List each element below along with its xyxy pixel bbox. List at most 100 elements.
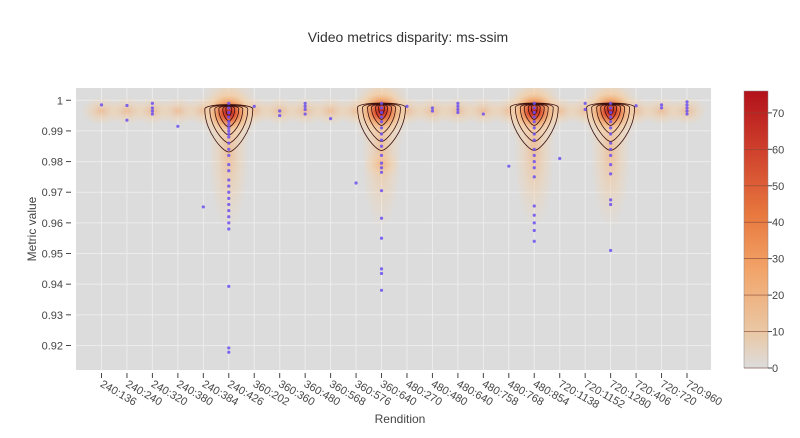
data-points: [99, 100, 689, 354]
colorbar-tick-label: 50: [772, 181, 784, 193]
data-point: [227, 346, 231, 350]
data-point: [278, 109, 282, 113]
data-point: [609, 141, 613, 145]
y-tick-label: 0.95: [42, 249, 63, 261]
data-point: [685, 100, 689, 104]
data-point: [379, 166, 384, 170]
data-point: [227, 163, 231, 167]
x-axis-ticks: 240:136240:240240:320240:380240:384240:4…: [98, 373, 724, 412]
y-axis-ticks: 0.92 0.93 0.94 0.95 0.96 0.97 0.98 0.99 1: [42, 95, 71, 352]
data-point: [303, 112, 307, 116]
data-point: [532, 115, 536, 119]
data-point: [609, 147, 613, 151]
data-point: [609, 110, 613, 115]
data-point: [379, 153, 384, 158]
data-point: [329, 117, 333, 121]
data-point: [609, 120, 613, 124]
data-point: [609, 248, 613, 253]
x-axis-title: Rendition: [375, 412, 426, 426]
data-point: [227, 190, 231, 194]
data-point: [685, 106, 689, 110]
data-point: [532, 110, 536, 115]
data-point: [583, 107, 587, 112]
chart-title: Video metrics disparity: ms-ssim: [308, 29, 508, 45]
data-point: [379, 236, 384, 240]
y-tick-label: 0.92: [42, 340, 63, 352]
data-point: [227, 284, 231, 288]
data-point: [227, 141, 231, 145]
data-point: [634, 104, 638, 108]
data-point: [379, 216, 384, 220]
data-point: [609, 202, 613, 207]
data-point: [227, 126, 231, 130]
colorbar-tick-label: 40: [772, 217, 784, 229]
data-point: [609, 126, 613, 130]
data-point: [456, 101, 460, 105]
data-point: [379, 106, 384, 110]
data-point: [303, 101, 307, 105]
data-point: [227, 129, 231, 133]
data-point: [99, 103, 104, 107]
data-point: [532, 101, 536, 105]
contour-line: [530, 104, 538, 115]
data-point: [532, 126, 536, 130]
data-point: [227, 101, 231, 105]
contour-line: [209, 104, 249, 144]
data-point: [532, 153, 536, 158]
data-point: [125, 103, 129, 108]
colorbar-tick-label: 60: [772, 144, 784, 156]
data-point: [227, 132, 231, 136]
data-point: [227, 115, 231, 119]
data-point: [150, 106, 155, 110]
y-tick-label: 0.93: [42, 310, 63, 322]
data-point: [532, 138, 536, 142]
data-point: [609, 153, 613, 158]
data-point: [456, 110, 460, 115]
data-point: [379, 271, 384, 276]
data-point: [609, 198, 613, 202]
data-point: [227, 178, 231, 182]
data-point: [379, 288, 384, 292]
data-point: [303, 107, 307, 112]
y-tick-label: 0.99: [42, 126, 63, 138]
y-tick-label: 0.98: [42, 157, 63, 169]
data-point: [227, 169, 231, 173]
data-point: [227, 196, 231, 200]
data-point: [456, 107, 460, 112]
y-axis-title: Metric value: [25, 196, 39, 261]
data-point: [532, 175, 536, 179]
data-point: [227, 135, 231, 139]
data-point: [201, 205, 205, 209]
data-point: [379, 115, 384, 119]
y-tick-label: 1: [57, 95, 63, 107]
data-point: [379, 161, 384, 165]
data-point: [609, 106, 613, 110]
colorbar-scale: [743, 90, 769, 369]
data-point: [379, 138, 384, 142]
data-point: [379, 189, 384, 193]
colorbar: 0 10 20 30 40 50 60 70: [743, 90, 784, 375]
contour-line: [607, 104, 615, 115]
data-point: [532, 221, 536, 225]
data-point: [558, 156, 562, 161]
data-point: [227, 153, 231, 158]
colorbar-tick-label: 0: [772, 363, 778, 375]
data-point: [379, 144, 384, 148]
data-point: [532, 239, 536, 243]
data-point: [227, 227, 231, 231]
data-point: [609, 101, 613, 105]
data-point: [227, 215, 231, 219]
data-point: [430, 109, 435, 113]
data-point: [227, 120, 231, 124]
contour-line: [378, 104, 385, 115]
data-point: [532, 213, 536, 217]
data-point: [532, 147, 536, 151]
data-point: [532, 166, 536, 170]
data-point: [150, 109, 155, 113]
data-point: [227, 350, 231, 354]
data-point: [227, 209, 231, 213]
colorbar-tick-label: 70: [772, 108, 784, 120]
data-point: [532, 120, 536, 124]
data-point: [609, 163, 613, 167]
